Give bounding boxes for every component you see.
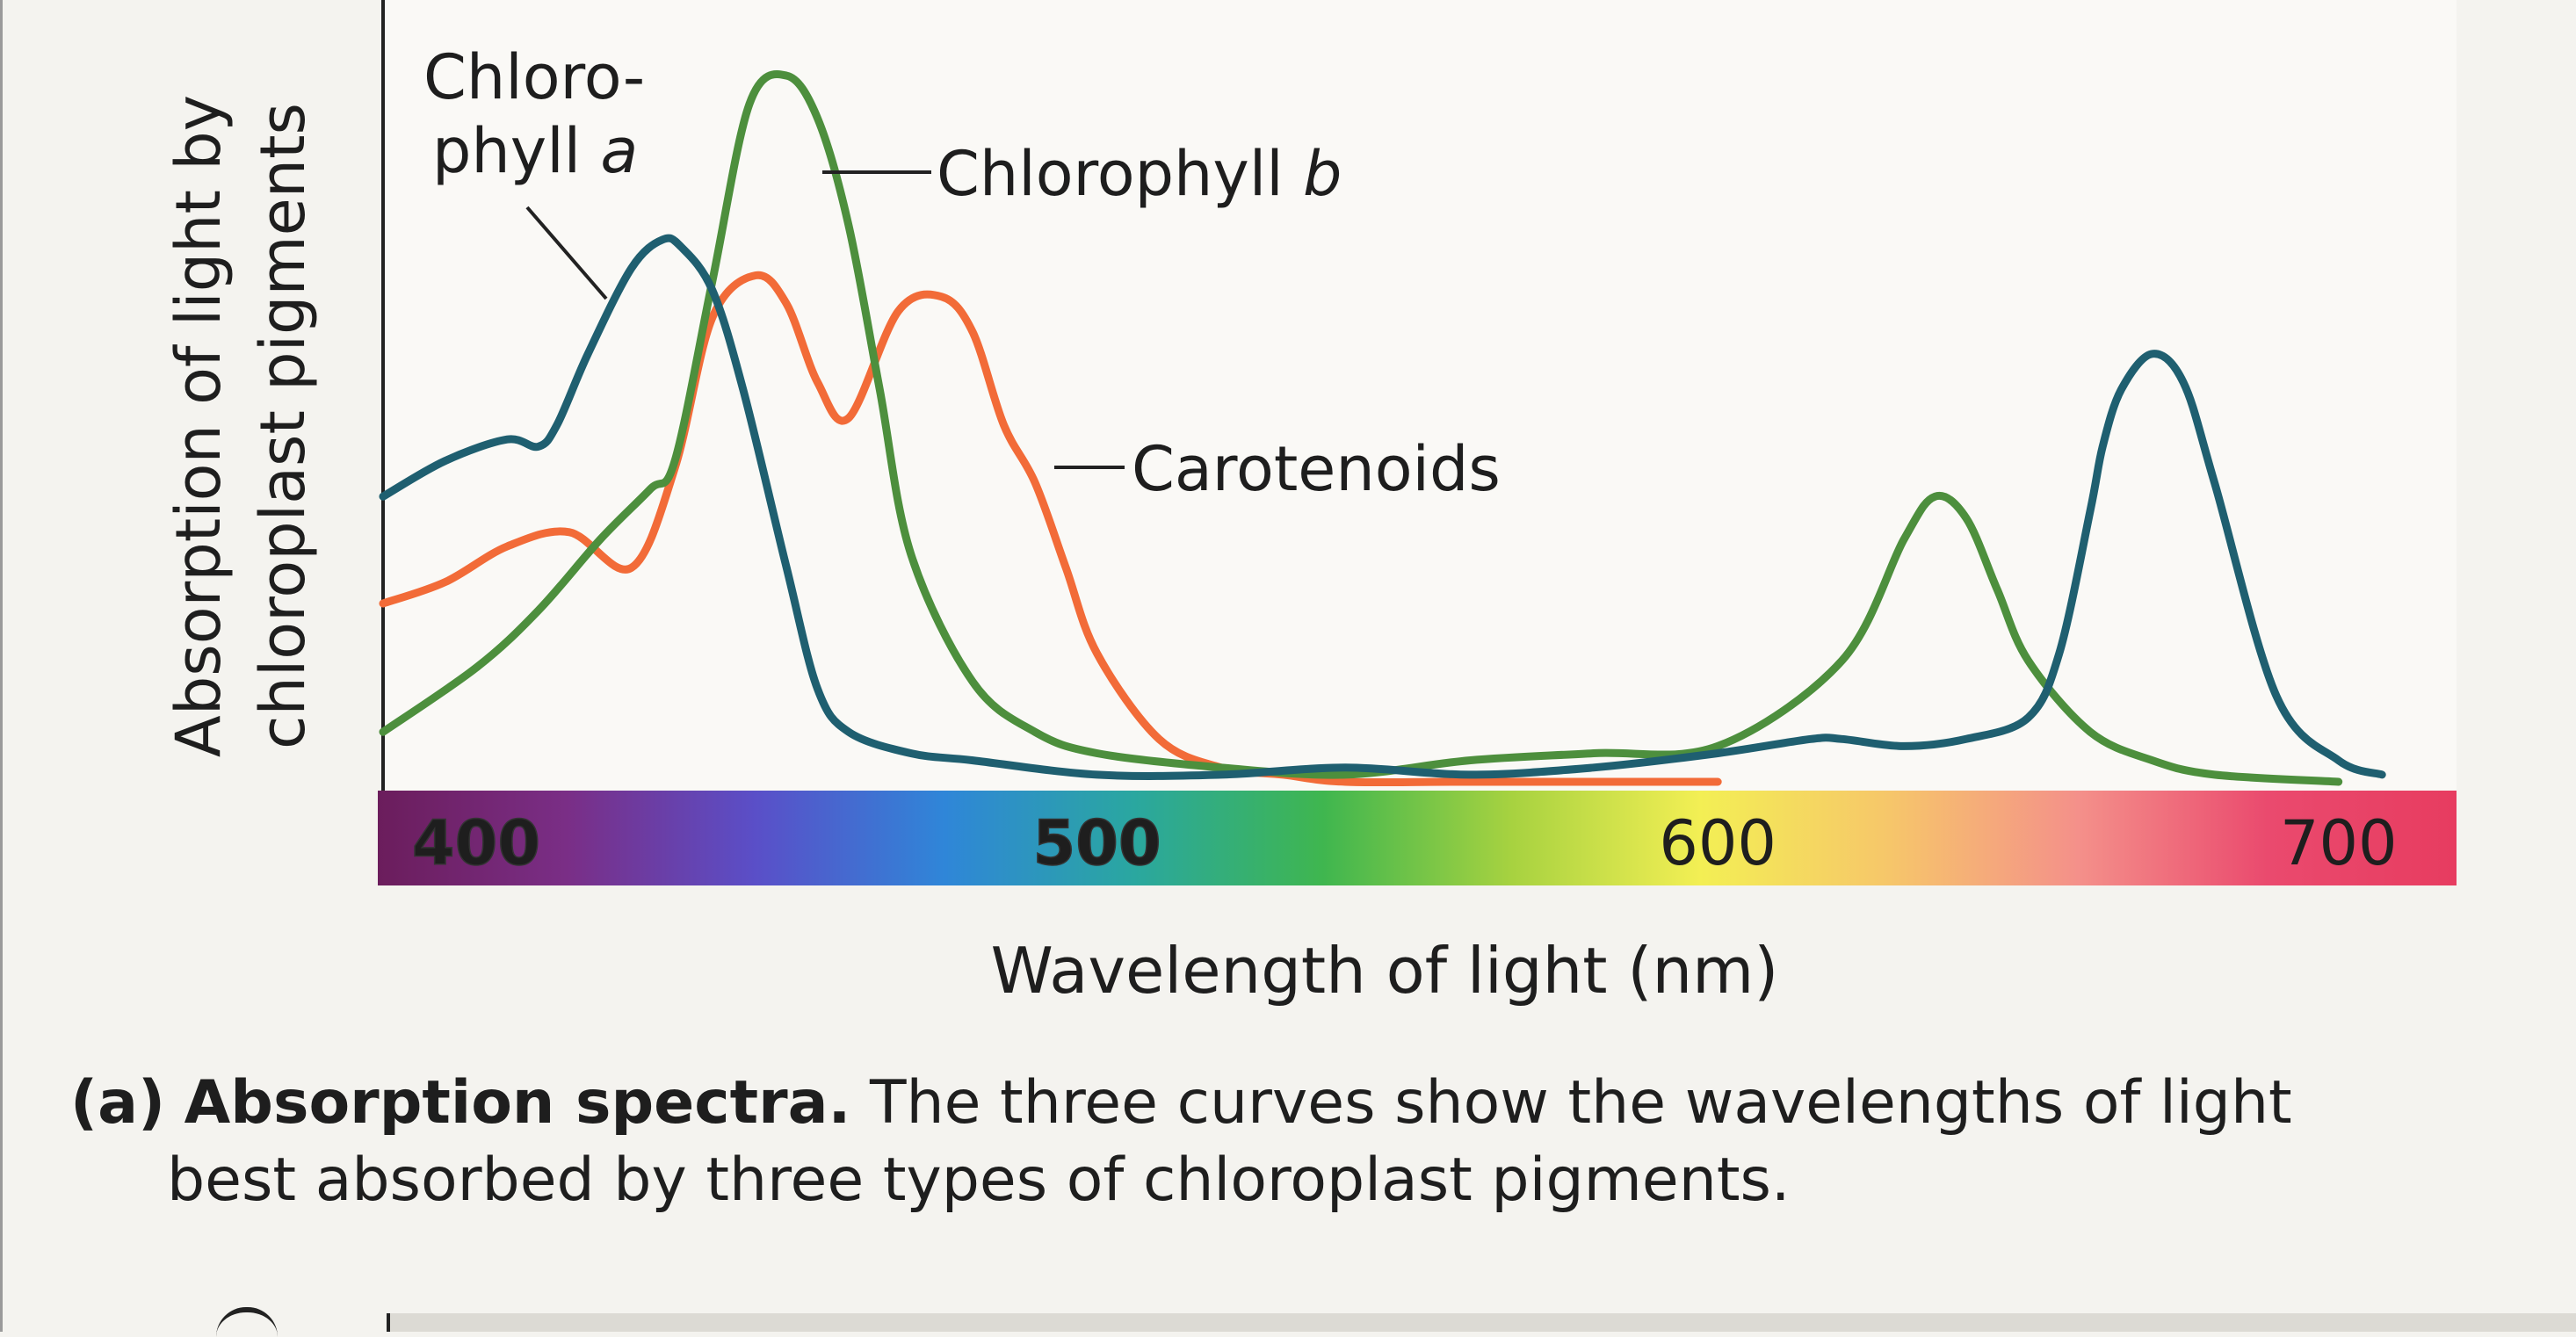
x-tick-label-400: 400 <box>412 807 540 879</box>
next-panel-fragment <box>387 1313 2576 1332</box>
x-tick-label-500: 500 <box>1033 807 1161 879</box>
plot-background <box>383 0 2457 791</box>
x-axis-label: Wavelength of light (nm) <box>991 934 1779 1008</box>
series-line-chlorophyll-a <box>379 234 2386 780</box>
caption-text-line1: The three curves show the wavelengths of… <box>869 1068 2292 1138</box>
page-edge <box>0 0 3 1332</box>
caption-title: Absorption spectra. <box>184 1068 851 1138</box>
absorption-spectra-chart: 400 500 600 700 Chloro- phyll a Chlorophyll… <box>163 0 2457 1008</box>
figure-caption: (a) Absorption spectra. The three curves… <box>70 1065 2565 1219</box>
plot-area <box>383 0 2457 791</box>
series-line-chlorophyll-b <box>379 70 2343 786</box>
spectrum-bar <box>378 791 2457 885</box>
label-carotenoids: Carotenoids <box>1132 433 1501 505</box>
x-tick-label-600: 600 <box>1659 807 1776 879</box>
caption-label: (a) <box>70 1068 166 1138</box>
leader-chlorophyll-a <box>525 206 608 300</box>
series-lines <box>379 70 2386 787</box>
label-chlorophyll-b: Chlorophyll b <box>937 138 1342 210</box>
y-axis-label-line2: chloroplast pigments <box>247 103 319 749</box>
label-chlorophyll-a-line2: phyll a <box>432 115 638 187</box>
next-panel-label-fragment <box>216 1307 278 1337</box>
y-axis-label: Absorption of light by chloroplast pigme… <box>163 95 319 757</box>
x-tick-labels: 400 500 600 700 <box>411 806 2398 880</box>
caption-text-line2: best absorbed by three types of chloropl… <box>167 1145 1791 1215</box>
x-tick-label-700: 700 <box>2280 807 2398 879</box>
y-axis-label-line1: Absorption of light by <box>163 95 235 757</box>
label-chlorophyll-a-line1: Chloro- <box>423 41 645 113</box>
series-labels: Chloro- phyll a Chlorophyll b Carotenoid… <box>423 41 1501 505</box>
